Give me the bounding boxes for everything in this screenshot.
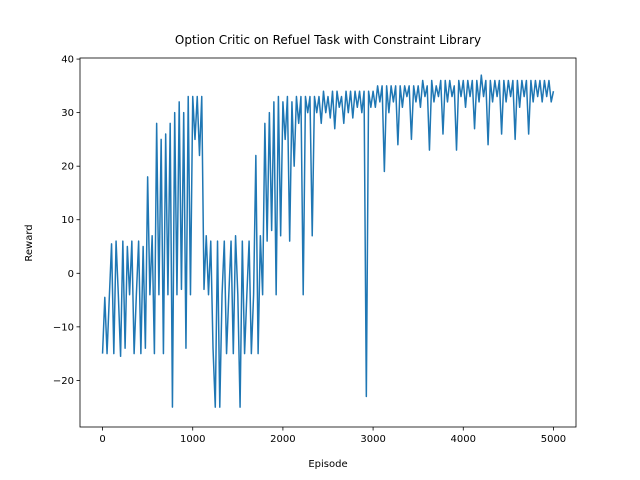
x-tick-label: 3000 bbox=[360, 434, 385, 445]
y-tick-label: 0 bbox=[68, 269, 74, 280]
x-tick-label: 0 bbox=[99, 434, 105, 445]
x-tick-label: 1000 bbox=[180, 434, 205, 445]
x-tick-label: 4000 bbox=[451, 434, 476, 445]
y-tick-label: 40 bbox=[61, 55, 74, 66]
x-tick-label: 2000 bbox=[270, 434, 295, 445]
x-axis-label: Episode bbox=[308, 459, 347, 470]
plot-frame bbox=[79, 57, 577, 428]
y-axis-label: Reward bbox=[24, 224, 35, 261]
y-tick-label: −10 bbox=[53, 322, 74, 333]
y-tick-label: 20 bbox=[61, 162, 74, 173]
data-line bbox=[101, 74, 555, 408]
x-tick-label: 5000 bbox=[541, 434, 566, 445]
chart-title: Option Critic on Refuel Task with Constr… bbox=[175, 33, 481, 47]
y-tick-label: 30 bbox=[61, 108, 74, 119]
y-tick-label: −20 bbox=[53, 376, 74, 387]
y-tick-label: 10 bbox=[61, 215, 74, 226]
